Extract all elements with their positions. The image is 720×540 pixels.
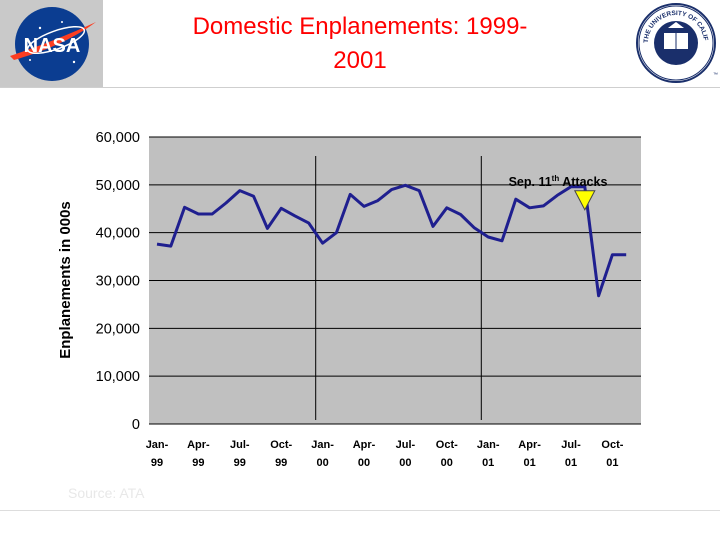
slide-title: Domestic Enplanements: 1999- 2001 xyxy=(150,10,570,78)
x-tick-label: Oct- 99 xyxy=(270,439,292,469)
x-tick-label-month: Oct- xyxy=(601,439,623,451)
y-tick-label: 30,000 xyxy=(96,274,140,290)
x-tick-label-year: 99 xyxy=(234,457,246,469)
annotation-text-after: Attacks xyxy=(559,175,607,189)
x-tick-label-year: 99 xyxy=(192,457,204,469)
slide-title-line1: Domestic Enplanements: 1999- xyxy=(192,13,528,40)
slide-title-line2: 2001 xyxy=(333,47,387,74)
gridlines xyxy=(149,136,641,425)
x-tick-label: Jul- 01 xyxy=(561,439,581,469)
x-tick-label: Jan- 99 xyxy=(146,439,169,469)
x-tick-label: Jan- 00 xyxy=(311,439,334,469)
y-tick-label: 40,000 xyxy=(96,226,140,242)
x-tick-label: Oct- 01 xyxy=(601,439,623,469)
svg-text:™: ™ xyxy=(713,72,718,78)
y-tick-label: 60,000 xyxy=(96,130,140,146)
nasa-meatball-icon: NASA xyxy=(10,7,96,81)
x-tick-label-year: 01 xyxy=(523,457,535,469)
y-tick-label: 10,000 xyxy=(96,369,140,385)
x-tick-label-year: 99 xyxy=(151,457,163,469)
x-tick-label-year: 00 xyxy=(441,457,453,469)
y-axis-ticks: 0 10,000 20,000 30,000 40,000 50,000 60,000 xyxy=(96,130,140,433)
nasa-logo: NASA xyxy=(0,0,103,87)
x-tick-label-year: 01 xyxy=(482,457,494,469)
x-tick-label-month: Apr- xyxy=(518,439,541,451)
source-note: Source: ATA xyxy=(68,485,145,501)
x-tick-label-month: Jan- xyxy=(311,439,334,451)
x-tick-label: Apr- 01 xyxy=(518,439,541,469)
x-tick-label-month: Apr- xyxy=(353,439,376,451)
x-tick-label: Jul- 99 xyxy=(230,439,250,469)
year-dividers xyxy=(315,156,482,420)
x-tick-label-month: Jan- xyxy=(477,439,500,451)
x-tick-label-year: 99 xyxy=(275,457,287,469)
x-tick-label-month: Jul- xyxy=(230,439,250,451)
x-tick-label: Jul- 00 xyxy=(396,439,416,469)
x-tick-label-month: Oct- xyxy=(436,439,458,451)
nasa-logo-text: NASA xyxy=(24,35,81,57)
header-divider xyxy=(0,87,720,88)
y-tick-label: 20,000 xyxy=(96,321,140,337)
x-tick-label-year: 01 xyxy=(565,457,577,469)
x-tick-label: Apr- 00 xyxy=(353,439,376,469)
nasa-red-swoosh xyxy=(10,22,96,60)
annotation-superscript: th xyxy=(552,174,560,183)
sept-11-annotation: Sep. 11th Attacks xyxy=(509,174,608,189)
enplanements-chart: 0 10,000 20,000 30,000 40,000 50,000 60,000 Ja… xyxy=(57,130,641,469)
x-tick-label: Oct- 00 xyxy=(436,439,458,469)
x-tick-label-month: Jan- xyxy=(146,439,169,451)
annotation-text: Sep. 11 xyxy=(509,175,552,189)
y-tick-label: 0 xyxy=(132,417,140,433)
x-tick-label-month: Jul- xyxy=(396,439,416,451)
footer-divider xyxy=(0,510,720,511)
x-tick-label-month: Jul- xyxy=(561,439,581,451)
university-seal: THE UNIVERSITY OF CALIFORNIA 1868 ™ xyxy=(634,2,718,83)
x-tick-label-year: 00 xyxy=(358,457,370,469)
x-tick-label-year: 01 xyxy=(606,457,618,469)
x-tick-label-year: 00 xyxy=(316,457,328,469)
x-tick-label: Apr- 99 xyxy=(187,439,210,469)
x-axis-ticks: Jan-99Apr-99Jul-99Oct-99Jan-00Apr-00Jul-… xyxy=(146,439,624,469)
series-line xyxy=(156,183,627,298)
x-tick-label: Jan- 01 xyxy=(477,439,500,469)
y-tick-label: 50,000 xyxy=(96,178,140,194)
seal-star-icon xyxy=(668,22,684,28)
y-axis-label: Enplanements in 000s xyxy=(57,201,74,359)
x-tick-label-month: Oct- xyxy=(270,439,292,451)
x-tick-label-month: Apr- xyxy=(187,439,210,451)
x-tick-label-year: 00 xyxy=(399,457,411,469)
sept-11-marker-icon xyxy=(573,190,596,211)
